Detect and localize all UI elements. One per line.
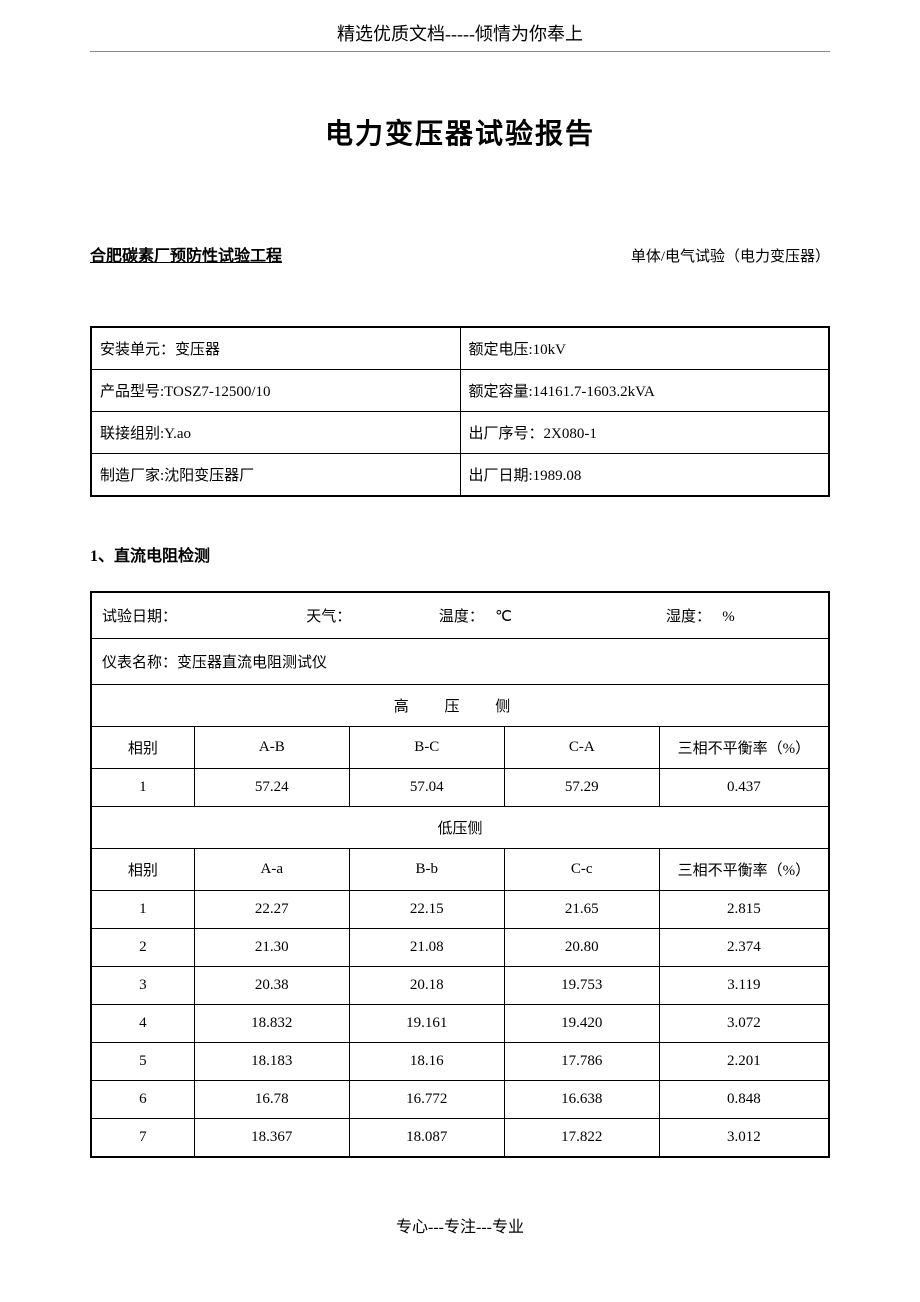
lv-imb: 3.012 [659, 1119, 829, 1158]
lv-aa: 16.78 [194, 1081, 349, 1119]
hv-bc: 57.04 [349, 769, 504, 807]
temp-label: 温度： [439, 605, 484, 626]
lv-imb: 2.815 [659, 891, 829, 929]
test-type: 单体/电气试验（电力变压器） [631, 245, 830, 266]
lv-header: 低压侧 [91, 807, 829, 849]
lv-cc: 19.753 [504, 967, 659, 1005]
hv-col-phase: 相别 [91, 727, 194, 769]
lv-aa: 18.832 [194, 1005, 349, 1043]
lv-aa: 18.183 [194, 1043, 349, 1081]
lv-col-aa: A-a [194, 849, 349, 891]
lv-columns-row: 相别 A-a B-b C-c 三相不平衡率（%） [91, 849, 829, 891]
lv-idx: 4 [91, 1005, 194, 1043]
lv-imb: 2.374 [659, 929, 829, 967]
document-page: 精选优质文档-----倾情为你奉上 电力变压器试验报告 合肥碳素厂预防性试验工程… [0, 0, 920, 1267]
hv-data-row: 1 57.24 57.04 57.29 0.437 [91, 769, 829, 807]
footer-text: 专心---专注---专业 [90, 1213, 830, 1237]
lv-idx: 1 [91, 891, 194, 929]
humid-label: 湿度： [666, 605, 711, 626]
lv-data-row: 4 18.832 19.161 19.420 3.072 [91, 1005, 829, 1043]
lv-bb: 20.18 [349, 967, 504, 1005]
weather-label: 天气： [306, 605, 351, 626]
test-date-label: 试验日期： [102, 605, 177, 626]
temp-unit: ℃ [495, 609, 512, 625]
lv-cc: 17.786 [504, 1043, 659, 1081]
hv-col-ca: C-A [504, 727, 659, 769]
rated-capacity-cell: 额定容量:14161.7-1603.2kVA [460, 370, 829, 412]
lv-bb: 19.161 [349, 1005, 504, 1043]
lv-imb: 3.072 [659, 1005, 829, 1043]
hv-col-bc: B-C [349, 727, 504, 769]
table-row: 产品型号:TOSZ7-12500/10 额定容量:14161.7-1603.2k… [91, 370, 829, 412]
install-unit-cell: 安装单元：变压器 [91, 327, 460, 370]
lv-bb: 18.16 [349, 1043, 504, 1081]
factory-date-cell: 出厂日期:1989.08 [460, 454, 829, 497]
test-conditions-row: 试验日期： 天气： 温度： ℃ 湿度： % [91, 592, 829, 639]
hv-col-ab: A-B [194, 727, 349, 769]
table-row: 制造厂家:沈阳变压器厂 出厂日期:1989.08 [91, 454, 829, 497]
dc-resistance-table: 试验日期： 天气： 温度： ℃ 湿度： % 仪表名称：变压器直流电阻测试仪 高 … [90, 591, 830, 1158]
lv-idx: 7 [91, 1119, 194, 1158]
lv-aa: 21.30 [194, 929, 349, 967]
lv-data-row: 6 16.78 16.772 16.638 0.848 [91, 1081, 829, 1119]
lv-imb: 3.119 [659, 967, 829, 1005]
lv-aa: 20.38 [194, 967, 349, 1005]
lv-cc: 20.80 [504, 929, 659, 967]
connection-group-cell: 联接组别:Y.ao [91, 412, 460, 454]
conditions-cell: 试验日期： 天气： 温度： ℃ 湿度： % [91, 592, 829, 639]
hv-col-imbalance: 三相不平衡率（%） [659, 727, 829, 769]
lv-data-row: 1 22.27 22.15 21.65 2.815 [91, 891, 829, 929]
lv-aa: 22.27 [194, 891, 349, 929]
lv-cc: 16.638 [504, 1081, 659, 1119]
lv-aa: 18.367 [194, 1119, 349, 1158]
lv-cc: 21.65 [504, 891, 659, 929]
hv-columns-row: 相别 A-B B-C C-A 三相不平衡率（%） [91, 727, 829, 769]
rated-voltage-cell: 额定电压:10kV [460, 327, 829, 370]
lv-idx: 2 [91, 929, 194, 967]
project-name: 合肥碳素厂预防性试验工程 [90, 242, 282, 266]
hv-header: 高 压 侧 [91, 685, 829, 727]
lv-cc: 17.822 [504, 1119, 659, 1158]
lv-bb: 18.087 [349, 1119, 504, 1158]
lv-data-row: 7 18.367 18.087 17.822 3.012 [91, 1119, 829, 1158]
header-divider [90, 51, 830, 52]
hv-idx: 1 [91, 769, 194, 807]
serial-number-cell: 出厂序号：2X080-1 [460, 412, 829, 454]
lv-bb: 21.08 [349, 929, 504, 967]
hv-imb: 0.437 [659, 769, 829, 807]
instrument-row: 仪表名称：变压器直流电阻测试仪 [91, 639, 829, 685]
lv-data-row: 5 18.183 18.16 17.786 2.201 [91, 1043, 829, 1081]
lv-col-cc: C-c [504, 849, 659, 891]
lv-idx: 6 [91, 1081, 194, 1119]
lv-imb: 0.848 [659, 1081, 829, 1119]
lv-col-imbalance: 三相不平衡率（%） [659, 849, 829, 891]
humid-unit: % [722, 609, 735, 625]
lv-cc: 19.420 [504, 1005, 659, 1043]
project-info-row: 合肥碳素厂预防性试验工程 单体/电气试验（电力变压器） [90, 242, 830, 266]
manufacturer-cell: 制造厂家:沈阳变压器厂 [91, 454, 460, 497]
hv-ca: 57.29 [504, 769, 659, 807]
lv-data-row: 2 21.30 21.08 20.80 2.374 [91, 929, 829, 967]
equipment-info-table: 安装单元：变压器 额定电压:10kV 产品型号:TOSZ7-12500/10 额… [90, 326, 830, 497]
lv-idx: 5 [91, 1043, 194, 1081]
lv-col-bb: B-b [349, 849, 504, 891]
lv-bb: 22.15 [349, 891, 504, 929]
hv-ab: 57.24 [194, 769, 349, 807]
lv-data-row: 3 20.38 20.18 19.753 3.119 [91, 967, 829, 1005]
hv-section-header-row: 高 压 侧 [91, 685, 829, 727]
instrument-cell: 仪表名称：变压器直流电阻测试仪 [91, 639, 829, 685]
header-banner: 精选优质文档-----倾情为你奉上 [90, 20, 830, 51]
lv-section-header-row: 低压侧 [91, 807, 829, 849]
table-row: 联接组别:Y.ao 出厂序号：2X080-1 [91, 412, 829, 454]
lv-bb: 16.772 [349, 1081, 504, 1119]
product-model-cell: 产品型号:TOSZ7-12500/10 [91, 370, 460, 412]
section-1-heading: 1、直流电阻检测 [90, 542, 830, 566]
lv-imb: 2.201 [659, 1043, 829, 1081]
table-row: 安装单元：变压器 额定电压:10kV [91, 327, 829, 370]
document-title: 电力变压器试验报告 [90, 112, 830, 152]
lv-col-phase: 相别 [91, 849, 194, 891]
lv-idx: 3 [91, 967, 194, 1005]
